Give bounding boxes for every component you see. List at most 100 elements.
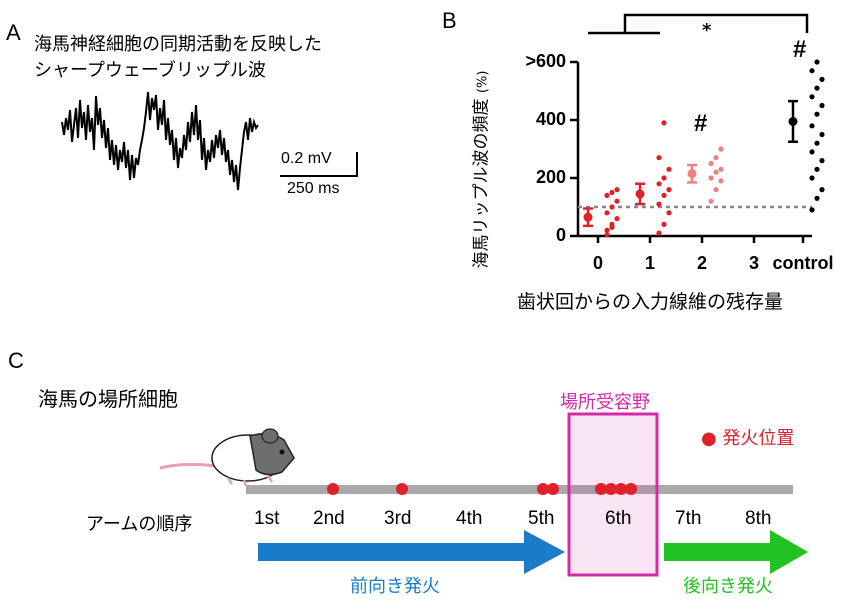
data-point bbox=[656, 155, 662, 161]
data-point bbox=[604, 231, 610, 238]
backward-firing-label: 後向き発火 bbox=[683, 576, 773, 597]
panel-a-label: A bbox=[6, 20, 21, 45]
data-point bbox=[661, 175, 667, 181]
data-point bbox=[713, 169, 719, 175]
mean-marker bbox=[635, 189, 645, 199]
data-point bbox=[708, 160, 714, 167]
arm-4th: 4th bbox=[456, 508, 483, 529]
data-point bbox=[604, 210, 610, 216]
panel-c-label: C bbox=[8, 348, 24, 373]
data-point bbox=[718, 166, 724, 172]
data-point bbox=[809, 149, 815, 155]
data-point bbox=[609, 189, 615, 196]
data-point bbox=[718, 146, 724, 152]
data-point bbox=[814, 111, 820, 117]
mean-marker bbox=[788, 116, 798, 126]
data-point bbox=[814, 85, 820, 91]
arm-8th: 8th bbox=[745, 508, 772, 529]
data-point bbox=[819, 158, 825, 164]
data-point bbox=[708, 175, 714, 181]
data-point bbox=[666, 166, 672, 172]
data-point bbox=[661, 192, 667, 198]
arm-order-label: アームの順序 bbox=[86, 514, 193, 535]
arm-6th: 6th bbox=[605, 508, 632, 529]
panel-b-label: B bbox=[442, 8, 457, 33]
forward-arrow bbox=[258, 530, 565, 574]
data-point bbox=[614, 216, 620, 222]
data-point bbox=[713, 155, 719, 161]
data-point bbox=[666, 210, 672, 216]
x-tick-label: 1 bbox=[644, 253, 655, 273]
panel-a-title-line2: シャープウェーブリップル波 bbox=[34, 60, 266, 81]
y-tick-label: 0 bbox=[555, 225, 566, 245]
data-point bbox=[819, 102, 825, 109]
arm-1st: 1st bbox=[254, 508, 280, 529]
x-tick-label: 3 bbox=[748, 253, 759, 273]
y-tick-label: 200 bbox=[535, 167, 566, 187]
scale-voltage: 0.2 mV bbox=[281, 150, 332, 167]
data-point bbox=[814, 59, 820, 65]
y-axis-label-text: 海馬リップル波の頻度 bbox=[471, 98, 492, 269]
panel-c-title: 海馬の場所細胞 bbox=[38, 387, 178, 411]
mean-marker bbox=[583, 212, 593, 222]
scatter-layer bbox=[583, 59, 825, 238]
data-point bbox=[661, 120, 667, 126]
backward-arrow bbox=[664, 530, 808, 574]
data-point bbox=[814, 140, 820, 146]
data-point bbox=[661, 221, 667, 227]
firing-legend: ● 発火位置 bbox=[701, 428, 795, 449]
x-tick-label: 2 bbox=[696, 253, 707, 273]
data-point bbox=[713, 187, 719, 193]
panel-a-title-line1: 海馬神経細胞の同期活動を反映した bbox=[34, 34, 322, 55]
data-point bbox=[809, 175, 815, 181]
data-point bbox=[819, 131, 825, 138]
data-point bbox=[609, 204, 615, 210]
mouse-illustration bbox=[159, 428, 295, 487]
data-point bbox=[656, 230, 662, 236]
scale-bar bbox=[280, 152, 358, 177]
data-point bbox=[809, 68, 815, 74]
y-tick-label: >600 bbox=[525, 51, 566, 71]
data-point bbox=[604, 192, 610, 198]
mean-marker bbox=[687, 169, 697, 179]
forward-firing-label: 前向き発火 bbox=[350, 576, 440, 597]
arm-7th: 7th bbox=[675, 508, 702, 529]
arm-5th: 5th bbox=[528, 508, 555, 529]
x-axis-label: 歯状回からの入力線維の残存量 bbox=[517, 291, 784, 313]
data-point bbox=[656, 201, 662, 207]
y-axis-label: 海馬リップル波の頻度 (%) bbox=[467, 70, 492, 269]
arm-3rd: 3rd bbox=[384, 508, 412, 529]
data-point bbox=[718, 178, 724, 184]
scale-time: 250 ms bbox=[287, 180, 340, 197]
linear-track bbox=[246, 485, 793, 494]
x-tick-label: control bbox=[772, 253, 834, 273]
data-point bbox=[819, 187, 825, 193]
place-field-label: 場所受容野 bbox=[560, 392, 650, 413]
data-point bbox=[814, 195, 820, 201]
place-field-box bbox=[567, 412, 659, 577]
y-axis-label-unit: (%) bbox=[475, 70, 491, 94]
data-point bbox=[814, 166, 820, 172]
y-ticks bbox=[570, 60, 578, 238]
data-point bbox=[604, 227, 610, 233]
data-point bbox=[614, 187, 620, 193]
data-point bbox=[809, 207, 815, 213]
x-tick-label: 0 bbox=[592, 253, 603, 273]
x-ticks bbox=[596, 236, 805, 243]
y-tick-label: 400 bbox=[535, 109, 566, 129]
hash-mark-control: # bbox=[793, 36, 807, 63]
data-point bbox=[609, 224, 615, 230]
significance-bracket bbox=[588, 13, 809, 35]
data-point bbox=[666, 187, 672, 193]
firing-positions bbox=[327, 483, 637, 495]
ripple-trace bbox=[61, 91, 259, 191]
hash-mark-2: # bbox=[694, 110, 708, 137]
data-point bbox=[809, 94, 815, 100]
data-point bbox=[614, 198, 620, 204]
data-point bbox=[819, 76, 825, 82]
data-point bbox=[656, 181, 662, 187]
data-point bbox=[809, 123, 815, 129]
significance-star: * bbox=[702, 20, 712, 41]
arm-2nd: 2nd bbox=[313, 508, 345, 529]
